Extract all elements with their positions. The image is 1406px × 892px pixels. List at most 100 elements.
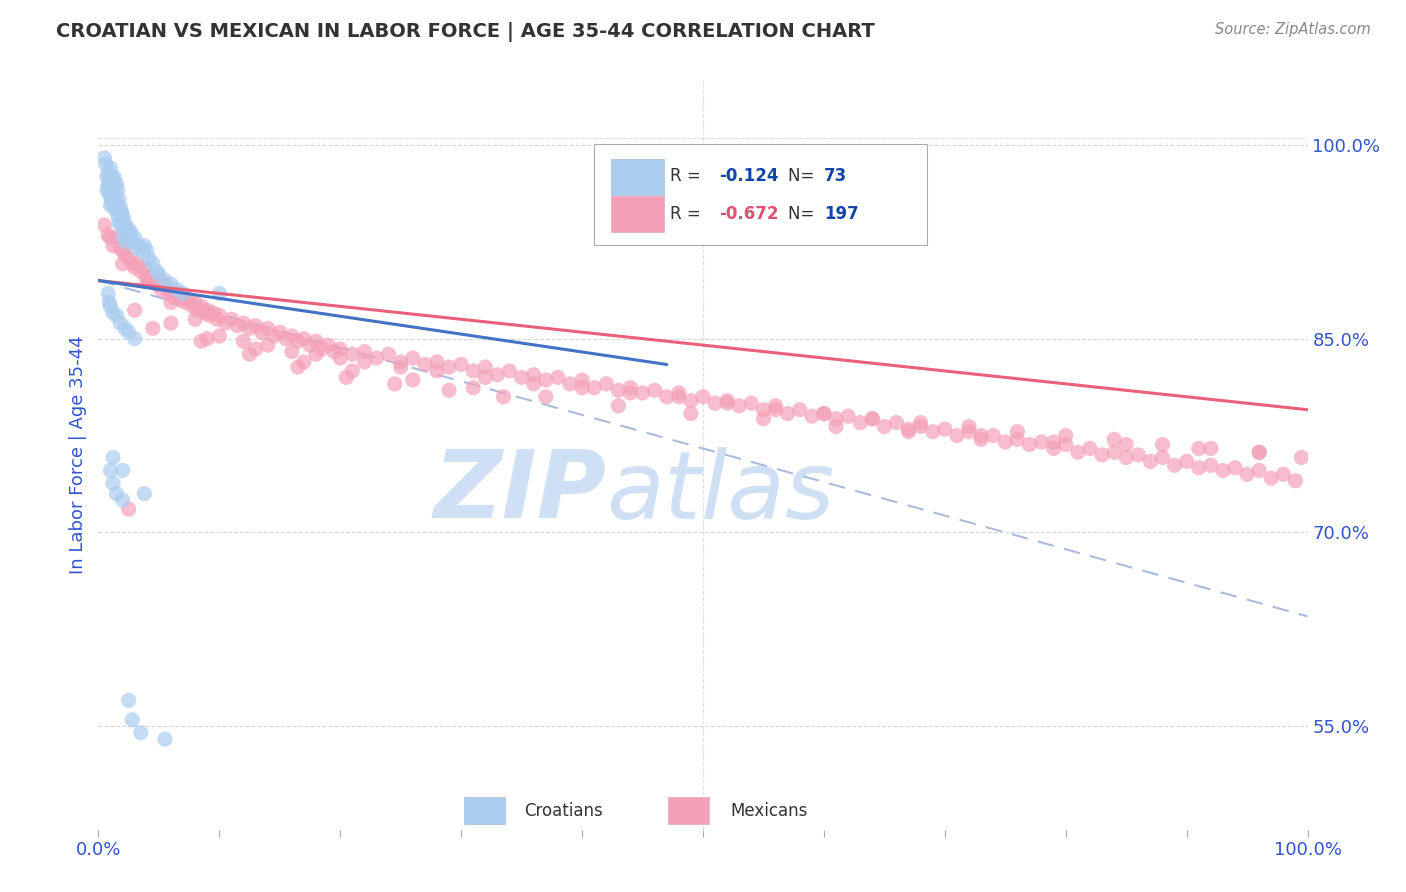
Point [108, 316, 131, 330]
Point [194, 306, 217, 320]
Point [1152, 437, 1174, 451]
Point [103, 192, 125, 206]
Point [239, 347, 262, 361]
Point [131, 244, 153, 258]
Point [299, 338, 322, 352]
Point [101, 238, 124, 252]
Point [114, 248, 136, 262]
Point [558, 376, 581, 391]
Point [921, 425, 943, 439]
Point [825, 419, 848, 434]
Point [208, 329, 231, 343]
Point [498, 364, 520, 378]
Point [1272, 467, 1295, 482]
Point [117, 231, 139, 245]
Point [316, 338, 339, 352]
Point [111, 463, 134, 477]
Point [184, 312, 207, 326]
Point [813, 407, 835, 421]
Point [523, 376, 546, 391]
Point [100, 189, 122, 203]
Text: Source: ZipAtlas.com: Source: ZipAtlas.com [1215, 22, 1371, 37]
Point [607, 399, 630, 413]
Point [121, 713, 143, 727]
Point [668, 390, 690, 404]
Point [97, 286, 120, 301]
Point [631, 385, 654, 400]
Point [160, 283, 183, 297]
Point [1223, 460, 1246, 475]
Point [129, 264, 152, 278]
Point [1199, 458, 1222, 473]
Point [619, 385, 641, 400]
Point [765, 399, 787, 413]
Point [789, 402, 811, 417]
Point [342, 364, 364, 378]
Point [426, 355, 449, 369]
Point [148, 267, 170, 281]
Point [1067, 445, 1090, 459]
Point [134, 238, 156, 252]
Point [129, 725, 152, 739]
Point [860, 411, 883, 425]
Text: CROATIAN VS MEXICAN IN LABOR FORCE | AGE 35-44 CORRELATION CHART: CROATIAN VS MEXICAN IN LABOR FORCE | AGE… [56, 22, 875, 42]
Point [1054, 437, 1077, 451]
Point [353, 344, 375, 359]
Point [153, 732, 176, 747]
Point [114, 235, 136, 249]
Point [208, 286, 231, 301]
Point [101, 177, 124, 191]
Point [752, 411, 775, 425]
Point [187, 303, 209, 318]
Point [97, 228, 120, 243]
Point [353, 355, 375, 369]
Point [679, 393, 702, 408]
Point [1102, 433, 1125, 447]
Point [1249, 445, 1271, 459]
Point [981, 428, 1004, 442]
Point [728, 399, 751, 413]
Point [111, 257, 134, 271]
Point [740, 396, 762, 410]
Point [108, 215, 131, 229]
Point [486, 368, 509, 382]
Point [172, 290, 194, 304]
Point [179, 293, 201, 307]
Point [1139, 454, 1161, 468]
Point [100, 161, 122, 175]
Point [111, 228, 134, 243]
Point [160, 295, 183, 310]
Point [96, 183, 118, 197]
Point [287, 334, 309, 349]
Point [118, 222, 141, 236]
Point [121, 235, 143, 249]
Point [104, 202, 127, 217]
Point [655, 390, 678, 404]
Point [105, 231, 128, 245]
Point [619, 381, 641, 395]
Point [169, 293, 191, 307]
Point [135, 273, 157, 287]
Point [269, 325, 291, 339]
Point [105, 177, 128, 191]
Point [135, 244, 157, 258]
Point [138, 252, 160, 266]
Point [402, 373, 425, 387]
Point [1175, 454, 1198, 468]
Point [668, 385, 690, 400]
Text: 197: 197 [824, 204, 859, 223]
Point [232, 334, 254, 349]
Point [108, 218, 131, 232]
Point [311, 342, 333, 356]
Point [142, 257, 165, 271]
Point [263, 329, 285, 343]
Point [1249, 445, 1271, 459]
Point [776, 407, 799, 421]
Point [474, 370, 496, 384]
Point [111, 244, 134, 258]
Point [450, 358, 472, 372]
Point [118, 325, 141, 339]
Point [103, 170, 125, 185]
Point [221, 312, 243, 326]
Point [377, 347, 399, 361]
